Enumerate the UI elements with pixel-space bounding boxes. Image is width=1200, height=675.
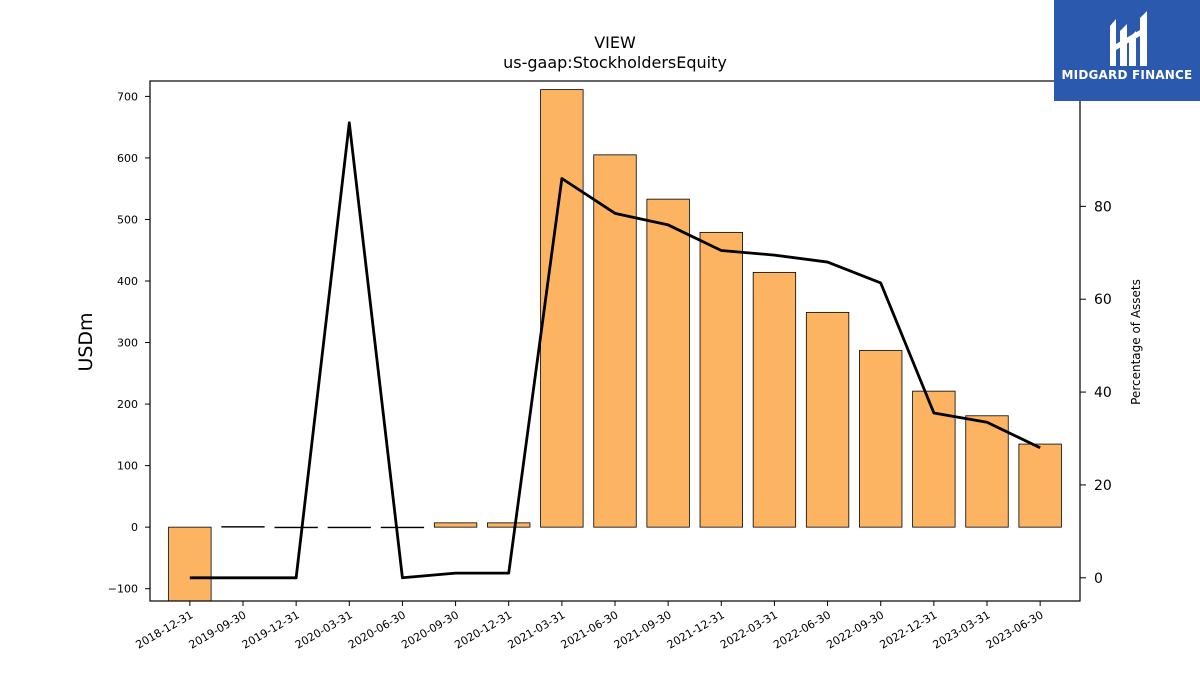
x-tick-label: 2018-12-31 xyxy=(133,608,195,651)
x-tick-label: 2021-09-30 xyxy=(612,608,674,651)
x-tick-label: 2021-12-31 xyxy=(665,608,727,651)
bar xyxy=(433,522,478,528)
y2-tick-label: 0 xyxy=(1094,571,1103,587)
percentage-line xyxy=(189,121,1041,580)
y-tick-label: 600 xyxy=(117,152,138,165)
bar xyxy=(646,198,690,528)
y-axis-label: USDm xyxy=(75,312,97,371)
bar xyxy=(699,231,743,528)
x-tick-label: 2022-12-31 xyxy=(877,608,939,651)
bar xyxy=(327,526,371,529)
bar xyxy=(593,154,637,528)
x-tick-label: 2022-06-30 xyxy=(771,608,833,651)
bar xyxy=(168,526,212,602)
y2-tick-label: 40 xyxy=(1094,385,1112,401)
x-tick-label: 2020-03-31 xyxy=(293,608,355,651)
y2-tick-label: 20 xyxy=(1094,478,1112,494)
bar xyxy=(221,526,265,528)
y2-axis-label: Percentage of Assets xyxy=(1129,279,1143,405)
bar xyxy=(380,526,425,529)
x-tick-label: 2021-06-30 xyxy=(559,608,621,651)
bar xyxy=(274,526,318,529)
y-tick-label: 500 xyxy=(117,213,138,226)
x-tick-label: 2020-12-31 xyxy=(452,608,514,651)
bar xyxy=(1018,443,1062,528)
y-tick-label: 300 xyxy=(117,337,138,350)
bar xyxy=(752,271,797,528)
y2-tick-label: 60 xyxy=(1094,292,1112,308)
chart-title: VIEW xyxy=(594,33,636,52)
x-axis: 2018-12-312019-09-302019-12-312020-03-31… xyxy=(133,601,1046,652)
x-tick-label: 2023-06-30 xyxy=(984,608,1046,651)
bar xyxy=(540,89,584,528)
x-tick-label: 2019-09-30 xyxy=(187,608,249,651)
bar xyxy=(487,522,531,528)
bar xyxy=(859,350,903,528)
x-tick-label: 2022-03-31 xyxy=(718,608,780,651)
y-axis-right: 0 20 40 60 80 xyxy=(1080,199,1112,587)
bar xyxy=(965,415,1009,528)
y-tick-label: −100 xyxy=(108,583,138,596)
x-tick-label: 2020-09-30 xyxy=(399,608,461,651)
y-tick-label: 700 xyxy=(117,90,138,103)
midgard-monogram-icon xyxy=(1110,11,1147,66)
x-tick-label: 2020-06-30 xyxy=(346,608,408,651)
y-axis-left: −100 0 100 200 300 400 500 600 700 xyxy=(108,90,150,596)
y2-tick-label: 80 xyxy=(1094,199,1112,215)
midgard-finance-logo: MIDGARD FINANCE xyxy=(1054,0,1200,101)
y-tick-label: 0 xyxy=(131,521,138,534)
bar xyxy=(805,311,850,528)
chart-subtitle: us-gaap:StockholdersEquity xyxy=(503,53,727,72)
line-series xyxy=(189,121,1041,580)
y-tick-label: 100 xyxy=(117,460,138,473)
y-tick-label: 200 xyxy=(117,398,138,411)
x-tick-label: 2021-03-31 xyxy=(505,608,567,651)
logo-text: MIDGARD FINANCE xyxy=(1061,68,1193,82)
x-tick-label: 2019-12-31 xyxy=(240,608,302,651)
y-tick-label: 400 xyxy=(117,275,138,288)
bar-series xyxy=(168,89,1062,602)
x-tick-label: 2022-09-30 xyxy=(824,608,886,651)
x-tick-label: 2023-03-31 xyxy=(931,608,993,651)
